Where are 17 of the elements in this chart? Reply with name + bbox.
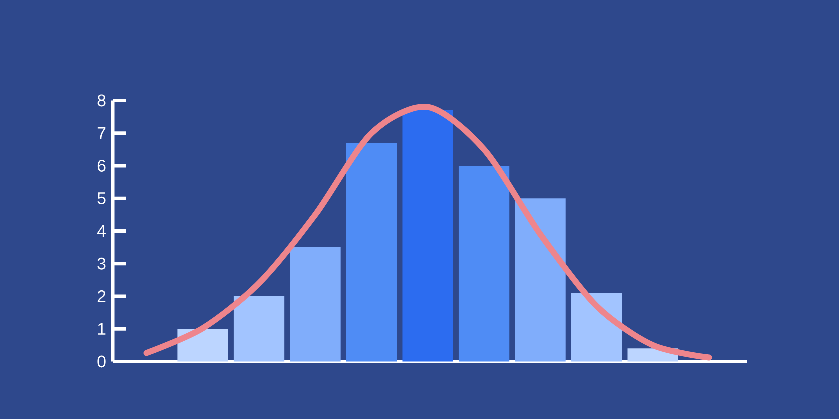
bar: [458, 166, 510, 362]
bar: [515, 198, 566, 362]
bar: [178, 329, 228, 362]
y-tick-label: 4: [97, 225, 106, 238]
y-tick-label: 6: [98, 160, 106, 172]
bar: [402, 110, 454, 362]
y-tick-label: 0: [98, 356, 106, 368]
y-tick-label: 8: [98, 94, 106, 107]
y-tick-label: 1: [98, 323, 106, 335]
bar: [571, 293, 622, 362]
bar: [234, 296, 285, 362]
bar: [290, 248, 341, 362]
y-tick-label: 2: [98, 290, 106, 302]
y-tick-label: 7: [98, 127, 106, 140]
y-tick-label: 3: [98, 258, 106, 270]
bar: [346, 143, 398, 362]
y-tick-label: 5: [98, 192, 106, 204]
